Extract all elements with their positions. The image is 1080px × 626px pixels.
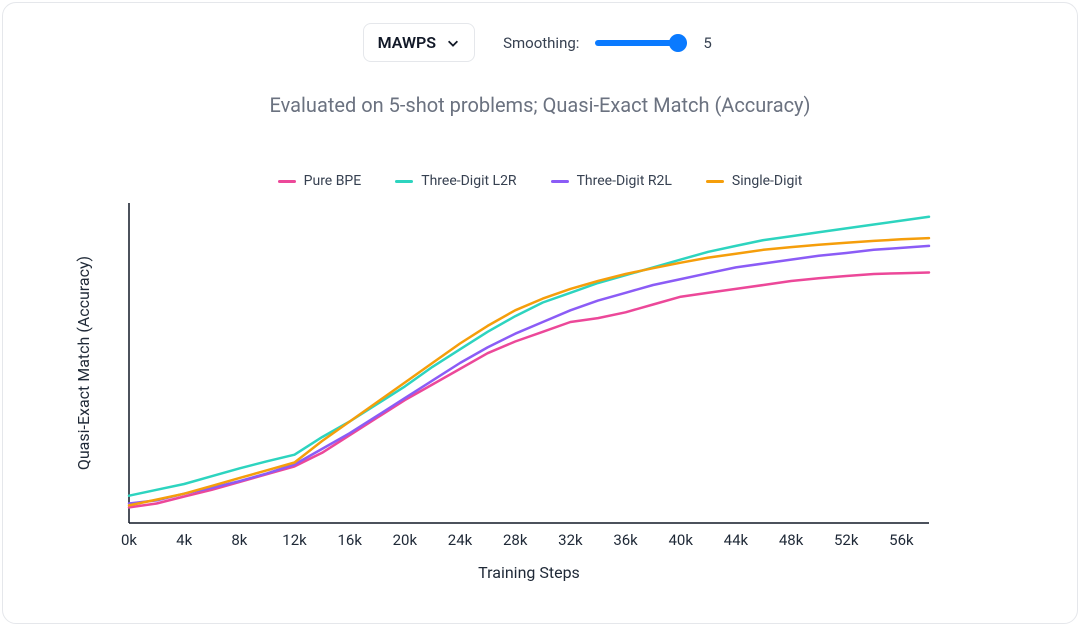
smoothing-slider[interactable] xyxy=(595,40,687,46)
x-tick-label: 48k xyxy=(779,531,803,549)
y-axis-label: Quasi-Exact Match (Accuracy) xyxy=(74,203,93,523)
legend-label: Three-Digit L2R xyxy=(421,173,516,189)
x-tick-label: 20k xyxy=(393,531,417,549)
x-tick-label: 16k xyxy=(337,531,361,549)
x-tick-label: 28k xyxy=(503,531,527,549)
x-axis-ticks: 0k4k8k12k16k20k24k28k32k36k40k44k48k52k5… xyxy=(129,531,929,551)
x-tick-label: 44k xyxy=(724,531,748,549)
series-line xyxy=(129,217,929,496)
legend: Pure BPE Three-Digit L2R Three-Digit R2L Si… xyxy=(3,173,1077,189)
dataset-select-label: MAWPS xyxy=(378,33,436,52)
x-tick-label: 52k xyxy=(834,531,858,549)
dataset-select[interactable]: MAWPS xyxy=(363,23,475,62)
plot-area xyxy=(129,203,929,523)
series-line xyxy=(129,273,929,508)
x-tick-label: 4k xyxy=(176,531,192,549)
legend-item[interactable]: Single-Digit xyxy=(706,173,802,189)
x-tick-label: 40k xyxy=(668,531,692,549)
legend-label: Single-Digit xyxy=(732,173,802,189)
x-tick-label: 24k xyxy=(448,531,472,549)
legend-swatch xyxy=(706,180,724,183)
controls-row: MAWPS Smoothing: 5 xyxy=(3,23,1077,62)
chevron-down-icon xyxy=(446,36,460,50)
chart-card: MAWPS Smoothing: 5 Evaluated on 5-shot p… xyxy=(2,2,1078,624)
x-axis-label: Training Steps xyxy=(129,563,929,582)
legend-swatch xyxy=(278,180,296,183)
smoothing-label: Smoothing: xyxy=(503,34,579,52)
legend-item[interactable]: Pure BPE xyxy=(278,173,362,189)
x-tick-label: 32k xyxy=(558,531,582,549)
x-tick-label: 56k xyxy=(889,531,913,549)
smoothing-control: Smoothing: 5 xyxy=(503,34,717,52)
legend-label: Pure BPE xyxy=(304,173,362,189)
legend-swatch xyxy=(395,180,413,183)
chart-subtitle: Evaluated on 5-shot problems; Quasi-Exac… xyxy=(3,93,1077,117)
legend-item[interactable]: Three-Digit L2R xyxy=(395,173,516,189)
legend-label: Three-Digit R2L xyxy=(577,173,672,189)
x-tick-label: 8k xyxy=(231,531,247,549)
x-tick-label: 12k xyxy=(282,531,306,549)
x-tick-label: 0k xyxy=(121,531,137,549)
x-tick-label: 36k xyxy=(613,531,637,549)
legend-swatch xyxy=(551,180,569,183)
legend-item[interactable]: Three-Digit R2L xyxy=(551,173,672,189)
smoothing-value: 5 xyxy=(703,34,717,52)
